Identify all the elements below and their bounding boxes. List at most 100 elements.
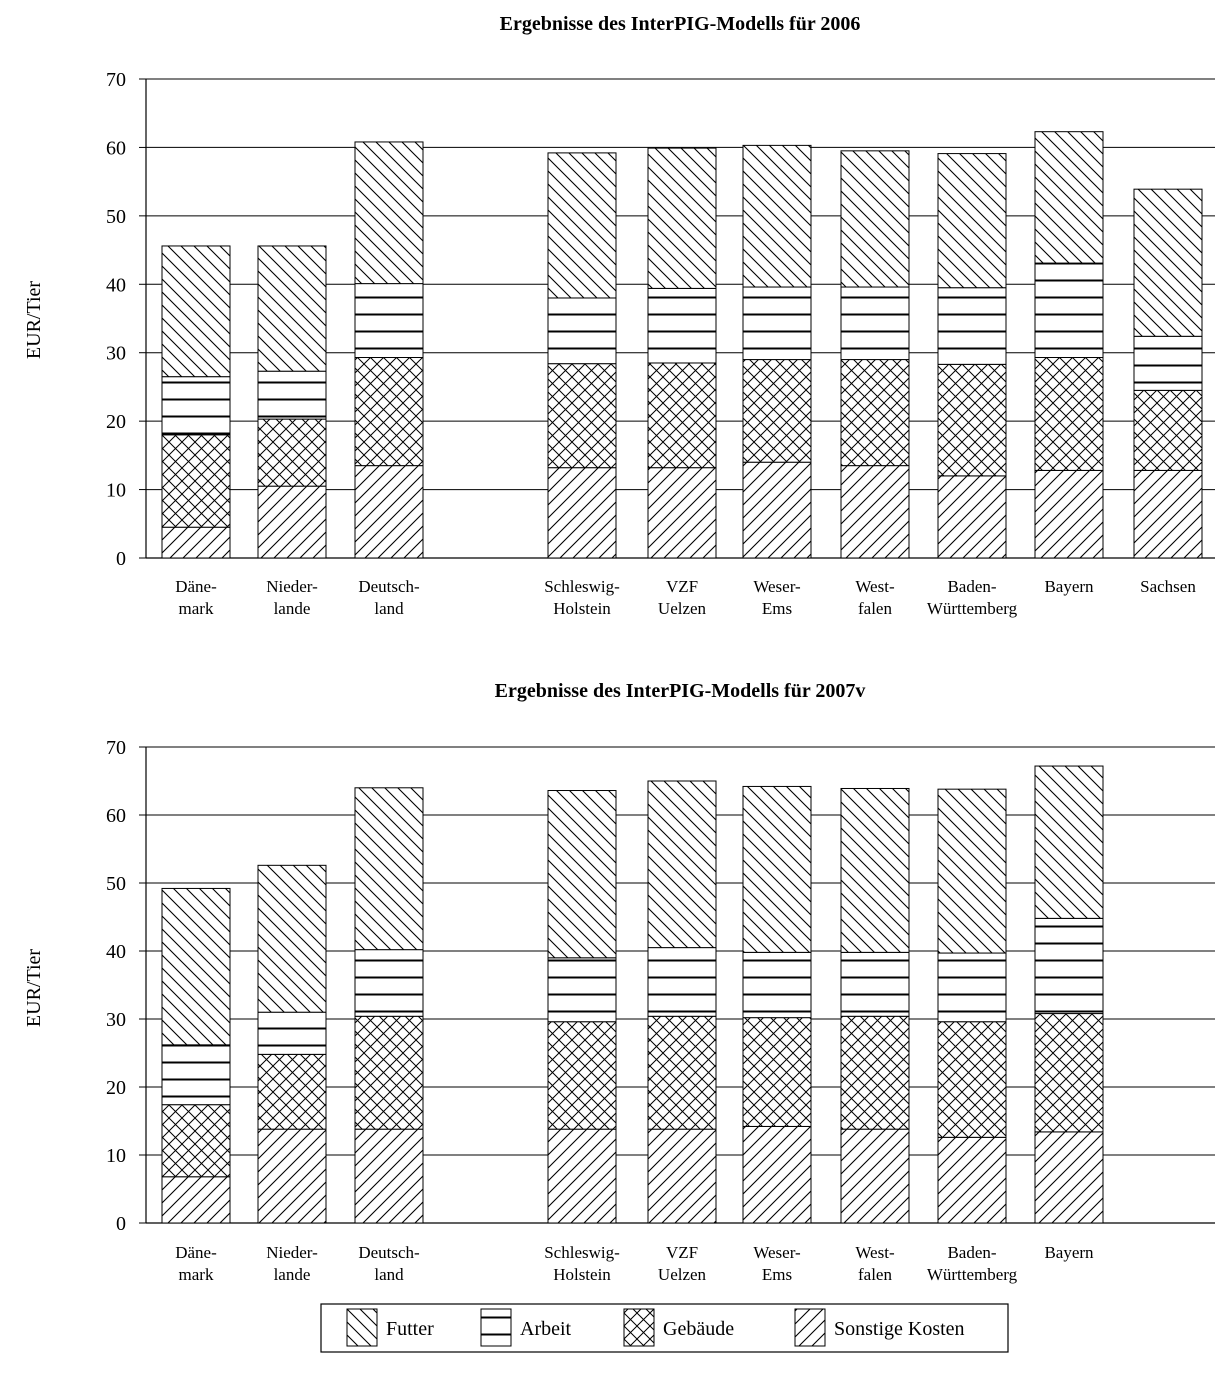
y-tick-label: 70 (106, 69, 126, 91)
bar-segment-gebaeude (161, 434, 231, 528)
x-tick-label: Weser-Ems (753, 1243, 801, 1284)
x-tick-label: Nieder-lande (266, 1243, 318, 1284)
x-tick-label: Schleswig-Holstein (544, 577, 620, 618)
bar-segment-sonstige (1034, 1131, 1104, 1224)
bar-segment-arbeit (1133, 335, 1203, 391)
x-tick-label: Sachsen (1140, 577, 1196, 596)
bar-segment-futter (742, 144, 812, 288)
bar-segment-futter (1133, 188, 1203, 337)
bar-segment-gebaeude (647, 1015, 717, 1130)
bar-segment-arbeit (547, 957, 617, 1023)
x-tick-label: West-falen (855, 1243, 895, 1284)
legend-swatch-arbeit (480, 1308, 512, 1347)
bar-segment-arbeit (937, 952, 1007, 1023)
legend-swatch-futter (346, 1308, 378, 1347)
bar-segment-arbeit (1034, 917, 1104, 1015)
bar-segment-futter (840, 787, 910, 953)
bar-segment-arbeit (647, 947, 717, 1017)
bar-segment-futter (257, 245, 327, 372)
bar-segment-gebaeude (257, 418, 327, 487)
y-tick-label: 30 (106, 343, 126, 365)
legend-label-sonstige: Sonstige Kosten (834, 1318, 965, 1340)
y-tick-label: 60 (106, 805, 126, 827)
legend-swatch-gebaeude (623, 1308, 655, 1347)
bar-segment-sonstige (742, 461, 812, 559)
bar-segment-arbeit (161, 376, 231, 436)
y-tick-label: 40 (106, 274, 126, 296)
bar-segment-arbeit (742, 286, 812, 361)
bar-segment-arbeit (1034, 262, 1104, 359)
bar-segment-arbeit (161, 1044, 231, 1106)
bar-segment-sonstige (161, 1176, 231, 1224)
bar-segment-sonstige (647, 1128, 717, 1224)
bar-segment-futter (1034, 131, 1104, 264)
x-tick-label: Bayern (1044, 1243, 1094, 1262)
bar-segment-gebaeude (742, 1017, 812, 1127)
y-tick-label: 20 (106, 411, 126, 433)
bar-segment-futter (161, 887, 231, 1046)
y-tick-label: 40 (106, 941, 126, 963)
y-axis-label: EUR/Tier (23, 281, 45, 360)
bar-segment-gebaeude (1133, 389, 1203, 471)
x-tick-label: VZF Uelzen (658, 577, 707, 618)
bar-segment-sonstige (354, 465, 424, 559)
bar-segment-gebaeude (647, 362, 717, 469)
y-tick-label: 60 (106, 137, 126, 159)
bar-segment-sonstige (840, 465, 910, 559)
x-tick-label: Baden-Württemberg (927, 577, 1018, 618)
x-tick-label: Däne-mark (175, 577, 217, 618)
chart-2: Ergebnisse des InterPIG-Modells für 2007… (23, 680, 1215, 1284)
bar-segment-futter (161, 245, 231, 378)
bar-segment-futter (742, 785, 812, 953)
bar-segment-futter (547, 790, 617, 959)
x-tick-label: VZF Uelzen (658, 1243, 707, 1284)
bar-segment-gebaeude (257, 1053, 327, 1130)
x-tick-label: Baden-Württemberg (927, 1243, 1018, 1284)
y-tick-label: 70 (106, 737, 126, 759)
bar-segment-sonstige (647, 467, 717, 559)
bar-segment-arbeit (840, 286, 910, 361)
legend-swatch-sonstige (794, 1308, 826, 1347)
legend-label-futter: Futter (386, 1318, 434, 1340)
legend-label-arbeit: Arbeit (520, 1318, 572, 1340)
y-tick-label: 30 (106, 1009, 126, 1031)
y-tick-label: 10 (106, 1145, 126, 1167)
bar-segment-arbeit (257, 1011, 327, 1055)
legend: Futter Arbeit Gebäude Sonstige Kosten (320, 1303, 1009, 1353)
bar-segment-sonstige (1133, 469, 1203, 559)
x-tick-label: West-falen (855, 577, 895, 618)
y-tick-label: 20 (106, 1077, 126, 1099)
bar-segment-sonstige (937, 1136, 1007, 1224)
chart-title: Ergebnisse des InterPIG-Modells für 2006 (500, 13, 861, 35)
bar-segment-arbeit (257, 370, 327, 420)
bar-segment-gebaeude (937, 363, 1007, 477)
bar-segment-gebaeude (937, 1021, 1007, 1138)
y-tick-label: 50 (106, 873, 126, 895)
bar-segment-arbeit (547, 297, 617, 365)
bar-segment-sonstige (937, 475, 1007, 559)
bar-segment-futter (1034, 765, 1104, 919)
bar-segment-sonstige (1034, 469, 1104, 559)
bar-segment-futter (937, 153, 1007, 289)
bar-segment-sonstige (547, 467, 617, 559)
bar-segment-sonstige (354, 1128, 424, 1224)
bar-segment-sonstige (547, 1128, 617, 1224)
legend-label-gebaeude: Gebäude (663, 1318, 734, 1340)
bar-segment-futter (937, 788, 1007, 954)
bar-segment-futter (354, 141, 424, 285)
x-tick-label: Däne-mark (175, 1243, 217, 1284)
bar-segment-futter (547, 152, 617, 299)
x-tick-label: Deutsch-land (358, 1243, 420, 1284)
bar-segment-arbeit (840, 951, 910, 1017)
bar-segment-futter (840, 150, 910, 288)
y-axis-label: EUR/Tier (23, 949, 45, 1028)
x-tick-label: Deutsch-land (358, 577, 420, 618)
bar-segment-sonstige (257, 1128, 327, 1224)
bar-segment-gebaeude (840, 1015, 910, 1130)
y-tick-label: 10 (106, 480, 126, 502)
bar-segment-gebaeude (1034, 357, 1104, 471)
y-tick-label: 0 (116, 548, 126, 570)
bar-segment-futter (257, 864, 327, 1013)
bar-segment-sonstige (840, 1128, 910, 1224)
